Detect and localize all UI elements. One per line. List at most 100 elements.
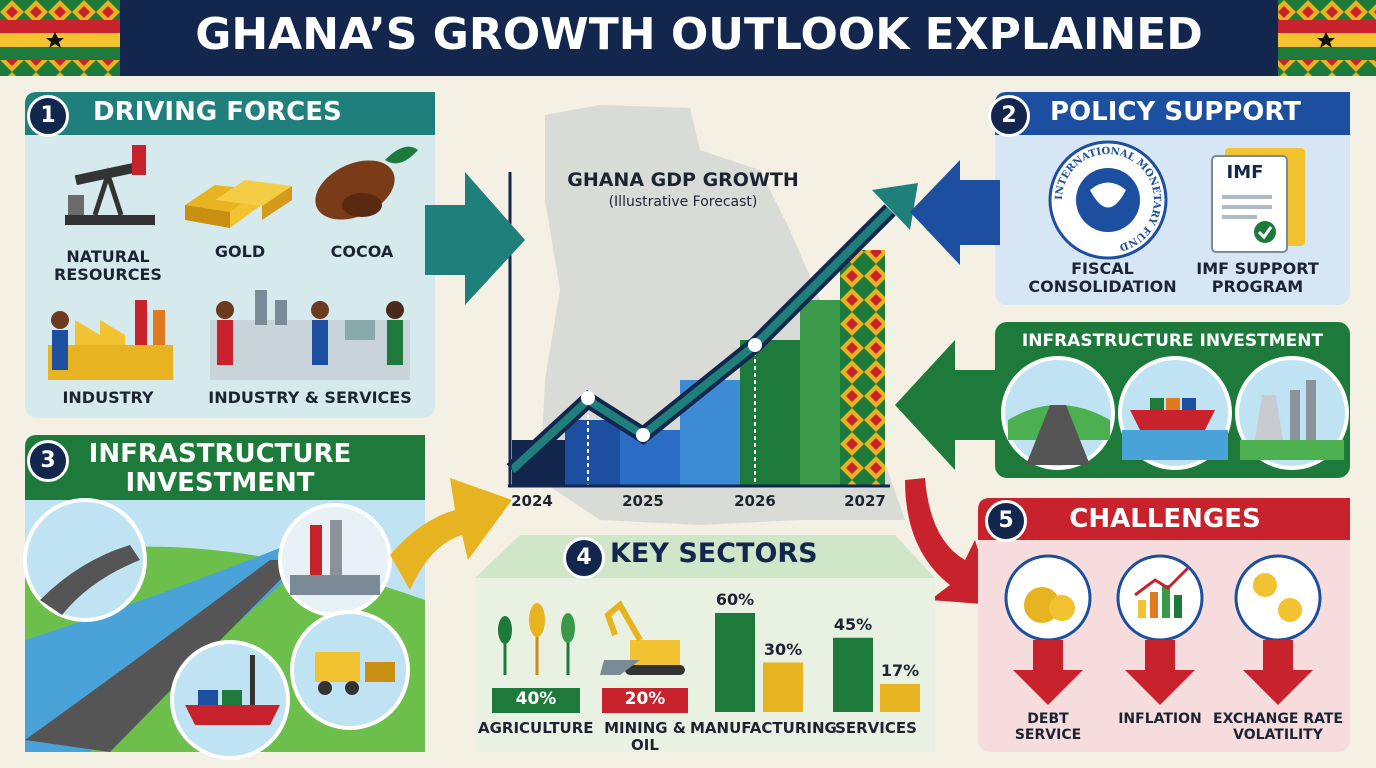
power-circle-part xyxy=(1240,440,1344,460)
industry-icon xyxy=(48,300,173,380)
section-number: 1 xyxy=(27,95,69,137)
port-circle-part xyxy=(1166,398,1180,410)
scene-circle-port-part xyxy=(185,705,280,725)
industry-icon-part xyxy=(75,320,125,345)
cocoa-icon xyxy=(315,146,418,220)
gdp-chart-art xyxy=(506,105,918,525)
item-label: INFLATION xyxy=(1118,711,1202,727)
excavator-icon-part xyxy=(600,660,640,675)
policy-support-panel: INTERNATIONAL MONETARY FUND xyxy=(995,92,1350,305)
item-label: COCOA xyxy=(330,242,394,261)
value-label: 30% xyxy=(763,639,803,659)
chart-title: GHANA GDP GROWTH xyxy=(567,169,799,191)
flag-left-part xyxy=(46,32,64,48)
road-circle xyxy=(1001,356,1115,470)
gold-icon-part xyxy=(262,186,292,220)
flag-right-part xyxy=(1278,47,1376,60)
arrow-teal xyxy=(425,172,525,305)
gold-icon-part xyxy=(185,205,230,228)
down-arrow xyxy=(1125,640,1195,705)
excavator-icon-part xyxy=(625,665,685,675)
industry-icon-part xyxy=(52,330,68,370)
power-circle-part xyxy=(1290,390,1300,440)
gold-icon-part xyxy=(215,180,292,206)
sector-label: MINING & OIL xyxy=(604,719,686,754)
section-number: 3 xyxy=(27,440,69,482)
down-arrow xyxy=(1243,640,1313,705)
document-label: IMF xyxy=(1226,162,1264,183)
flag-left xyxy=(0,20,120,60)
page-title: GHANA’S GROWTH OUTLOOK EXPLAINED xyxy=(195,9,1203,60)
challenge-icons xyxy=(1004,554,1322,705)
scene-circle-road-part xyxy=(40,545,140,615)
policy-support-panel-part xyxy=(995,92,1350,135)
oil-pump-icon xyxy=(65,145,155,225)
sector-bar xyxy=(763,662,803,712)
arrow-red xyxy=(905,478,995,605)
connector-arrows xyxy=(390,160,1000,605)
header xyxy=(0,0,1376,76)
services-icon-part xyxy=(345,320,375,340)
oil-pump-icon-part xyxy=(68,195,84,215)
port-circle-part xyxy=(1122,430,1228,460)
section-title: DRIVING FORCES xyxy=(93,97,342,127)
sector-label: AGRICULTURE xyxy=(478,719,594,737)
port-circle-part xyxy=(1150,398,1164,410)
section-title: INFRASTRUCTURE INVESTMENT xyxy=(1021,331,1324,351)
infrastructure-investment-panel xyxy=(23,435,425,760)
sector-label: SERVICES xyxy=(835,719,917,737)
flag-left-part xyxy=(0,20,120,33)
section-number: 2 xyxy=(988,95,1030,137)
year-label: 2025 xyxy=(622,492,664,510)
port-circle-part xyxy=(1182,398,1196,410)
imf-document-part xyxy=(1222,195,1272,199)
wheat-icon-part xyxy=(561,613,575,643)
mining-box xyxy=(602,688,688,713)
power-circle xyxy=(1235,356,1349,470)
gdp-chart-art-part xyxy=(581,391,595,405)
challenge-icons-part xyxy=(1253,573,1277,597)
gold-icon xyxy=(185,180,292,228)
industry-icon-part xyxy=(153,310,165,345)
agriculture-box xyxy=(492,688,580,713)
item-label: NATURAL RESOURCES xyxy=(54,247,162,284)
port-circle-part xyxy=(1130,410,1215,430)
value-label: 60% xyxy=(715,590,755,609)
scene-circle-mining-part xyxy=(318,681,332,695)
cocoa-icon-part xyxy=(385,146,418,164)
oil-pump-icon-part xyxy=(65,215,155,225)
excavator-icon xyxy=(600,600,685,675)
challenges-panel-part xyxy=(978,498,1350,540)
flag-right xyxy=(1278,20,1376,60)
section-title: KEY SECTORS xyxy=(610,538,818,569)
services-icon-part xyxy=(217,320,233,365)
excavator-icon-part xyxy=(604,600,643,642)
section-number: 5 xyxy=(985,500,1027,542)
services-icon-part xyxy=(387,320,403,365)
imf-seal: INTERNATIONAL MONETARY FUND xyxy=(1048,140,1168,260)
gdp-chart-art-part xyxy=(800,300,840,485)
services-icon-part xyxy=(216,301,234,319)
imf-document xyxy=(1211,148,1305,253)
sector-label: MANUFACTURING xyxy=(690,719,837,737)
item-label: INDUSTRY xyxy=(62,388,154,407)
section-title: POLICY SUPPORT xyxy=(1050,97,1301,127)
challenge-icons-part xyxy=(1234,554,1322,642)
flag-right-part xyxy=(1278,20,1376,33)
wheat-icon xyxy=(498,603,575,675)
section-title: INFRASTRUCTURE INVESTMENT xyxy=(88,439,352,499)
section-number: 4 xyxy=(563,537,605,579)
power-circle-part xyxy=(1306,380,1316,440)
industry-icon-part xyxy=(51,311,69,329)
header-part xyxy=(120,0,1278,76)
driving-forces-panel xyxy=(25,92,435,418)
power-circle-part xyxy=(1255,395,1283,440)
flag-left-part xyxy=(0,47,120,60)
services-icon-part xyxy=(210,320,410,380)
port-circle xyxy=(1118,356,1232,470)
scene-circle-power-part xyxy=(290,575,380,595)
item-label: INDUSTRY & SERVICES xyxy=(208,388,412,407)
challenge-icons-part xyxy=(1134,566,1190,597)
